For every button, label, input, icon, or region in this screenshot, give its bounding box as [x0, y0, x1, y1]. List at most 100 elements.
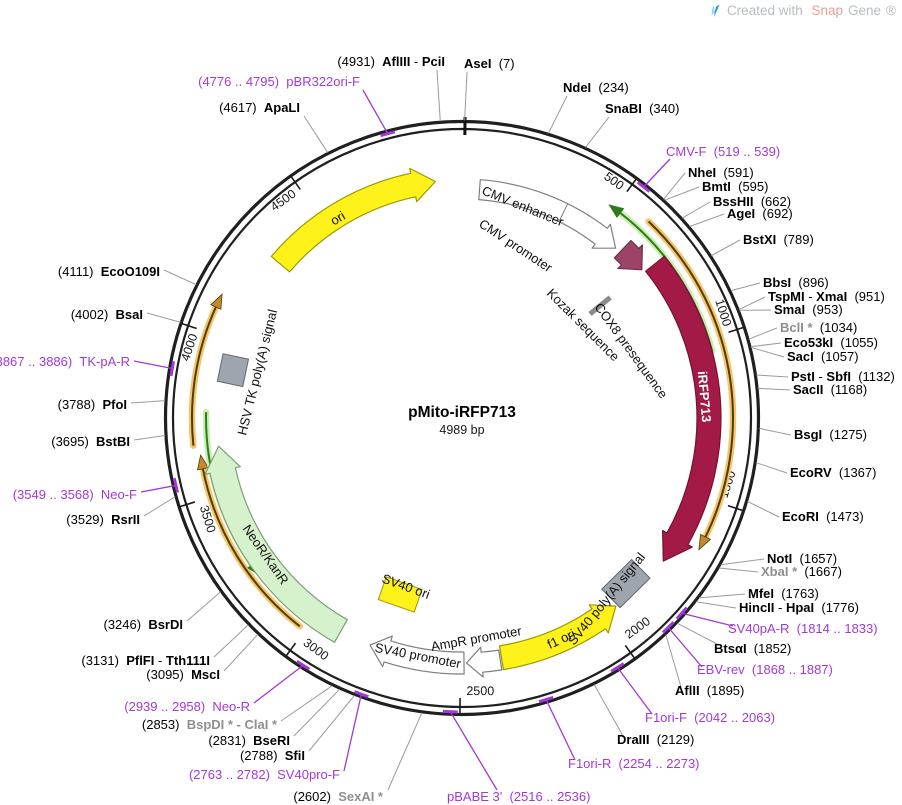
site-label-part: (953): [805, 302, 843, 317]
site-bbsi: BbsI (896): [730, 275, 829, 292]
scale-tick-label: 500: [601, 169, 626, 193]
site-label-bsai: (4002) BsaI: [71, 307, 143, 322]
site-label-part: BstBI: [96, 434, 130, 449]
scale-tick-mark: [181, 322, 197, 330]
leader-pbr322ori-f: [362, 89, 389, 134]
site-label-part: BtsαI: [714, 641, 747, 656]
site-label-part: SbfI: [826, 369, 851, 384]
site-label-bstxi: BstXI (789): [743, 232, 814, 247]
feature-hsv-tk-polya-signal: [216, 353, 250, 388]
feature-kozak-sequence: [588, 295, 612, 316]
site-label-part: (2602): [293, 789, 338, 804]
site-label-part: (4617): [219, 100, 264, 115]
primer-site-tick: [442, 709, 458, 714]
scale-tick-mark: [290, 176, 301, 190]
leader-bmti: [664, 186, 700, 201]
site-label-asei: AseI (7): [464, 56, 515, 71]
leader-f1ori-f: [616, 667, 653, 715]
site-psti-sbfi: PstI - SbfI (1132): [756, 369, 895, 384]
feature-sv40-ori: [377, 576, 423, 613]
site-label-part: MfeI: [748, 586, 774, 601]
site-label-part: (2129): [650, 732, 695, 747]
site-label-eco53ki: Eco53kI (1055): [784, 335, 878, 350]
site-sv40pa-r: SV40pA-R (1814 .. 1833): [675, 606, 878, 636]
site-label-snabi: SnaBI (340): [605, 101, 679, 116]
site-label-cmv-f: CMV-F (519 .. 539): [666, 144, 780, 159]
orf-arrow-orange-3: [188, 293, 223, 449]
site-label-part: BbsI: [763, 275, 791, 290]
site-label-part: (3788): [58, 397, 103, 412]
site-label-afliii-pcii: (4931) AflIII - PciI: [337, 54, 445, 69]
site-label-aflii: AflII (1895): [675, 683, 744, 698]
site-label-apali: (4617) ApaLI: [219, 100, 300, 115]
site-label-pflfi-tth111i: (3131) PflFI - Tth111I: [81, 653, 210, 668]
site-msci: (3095) MscI: [146, 634, 259, 682]
site-eco53ki: Eco53kI (1055): [750, 335, 878, 350]
site-label-part: PciI: [422, 54, 445, 69]
site-label-noti: NotI (1657): [767, 551, 837, 566]
site-label-nhei: NheI (591): [688, 165, 754, 180]
site-label-part: HpaI: [786, 600, 814, 615]
site-label-part: (1275): [822, 427, 867, 442]
site-label-part: (2788): [240, 748, 285, 763]
feature-arrow: [465, 646, 503, 678]
scale-tick-mark: [179, 501, 196, 508]
site-label-part: DraIII: [617, 732, 650, 747]
site-label-sfii: (2788) SfiI: [240, 748, 305, 763]
leader-saci: [750, 346, 785, 358]
site-bstbi: (3695) BstBI: [51, 434, 166, 449]
leader-cmv-f: [643, 158, 671, 188]
site-label-part: (1057): [814, 349, 859, 364]
site-label-part: NotI: [767, 551, 792, 566]
site-label-part: (4002): [71, 307, 116, 322]
site-label-part: TspMI: [768, 289, 805, 304]
site-label-part: BclI *: [780, 320, 813, 335]
site-label-sacii: SacII (1168): [793, 382, 867, 397]
feature-cmv-enhancer-promoter: [478, 179, 617, 249]
watermark-reg: ®: [886, 3, 896, 18]
site-label-part: BspDI * - ClaI *: [187, 717, 278, 732]
watermark-brand-a: Snap: [811, 3, 844, 18]
site-label-part: SmaI: [774, 302, 805, 317]
feature-f1-ori: [498, 604, 617, 671]
orf-arrowhead: [698, 533, 712, 551]
leader-bstbi: [133, 435, 166, 441]
site-bmti: BmtI (595): [664, 179, 768, 201]
site-label-saci: SacI (1057): [787, 349, 859, 364]
feature-block: [216, 353, 250, 388]
site-label-part: (692): [755, 206, 793, 221]
leader-tk-pa-r: [133, 360, 173, 370]
feature-block: [601, 558, 651, 609]
orf-arrow-orange-2: [197, 453, 304, 630]
feature-ampr-promoter: [465, 646, 503, 678]
primer-site-tick: [296, 659, 311, 671]
site-neo-r: (2939 .. 2958) Neo-R: [124, 659, 311, 714]
site-label-part: SfiI: [285, 748, 305, 763]
site-label-neo-r: (2939 .. 2958) Neo-R: [124, 699, 250, 714]
site-label-bsrdi: (3246) BsrDI: [104, 617, 184, 632]
site-label-part: (1473): [819, 509, 864, 524]
leader-ecorv: [755, 462, 788, 474]
site-agei: AgeI (692): [689, 206, 793, 227]
site-label-part: EcoO109I: [101, 264, 160, 279]
site-label-agei: AgeI (692): [727, 206, 793, 221]
scale-tick-label: 2500: [466, 684, 494, 698]
leader-pflfi-tth111i: [213, 624, 249, 658]
leader-hincii-hpai: [695, 601, 737, 609]
site-cmv-f: CMV-F (519 .. 539): [636, 144, 780, 193]
site-label-neo-f: (3549 .. 3568) Neo-F: [13, 487, 137, 502]
site-mfei: MfeI (1763): [698, 586, 819, 601]
leader-bseri: [293, 688, 341, 737]
site-label-part: NheI: [688, 165, 716, 180]
site-label-ecorv: EcoRV (1367): [790, 465, 876, 480]
leader-bstxi: [711, 239, 741, 257]
orf-shaft: [201, 468, 301, 628]
site-label-part: BsrDI: [148, 617, 183, 632]
site-label-psti-sbfi: PstI - SbfI (1132): [791, 369, 895, 384]
feature-neor-kanr: [204, 445, 348, 643]
site-bseri: (2831) BseRI: [208, 688, 341, 748]
site-label-part: XbaI *: [761, 564, 798, 579]
leader-bsai: [146, 312, 181, 323]
site-label-part: (896): [791, 275, 829, 290]
site-label-part: (1895): [700, 683, 745, 698]
